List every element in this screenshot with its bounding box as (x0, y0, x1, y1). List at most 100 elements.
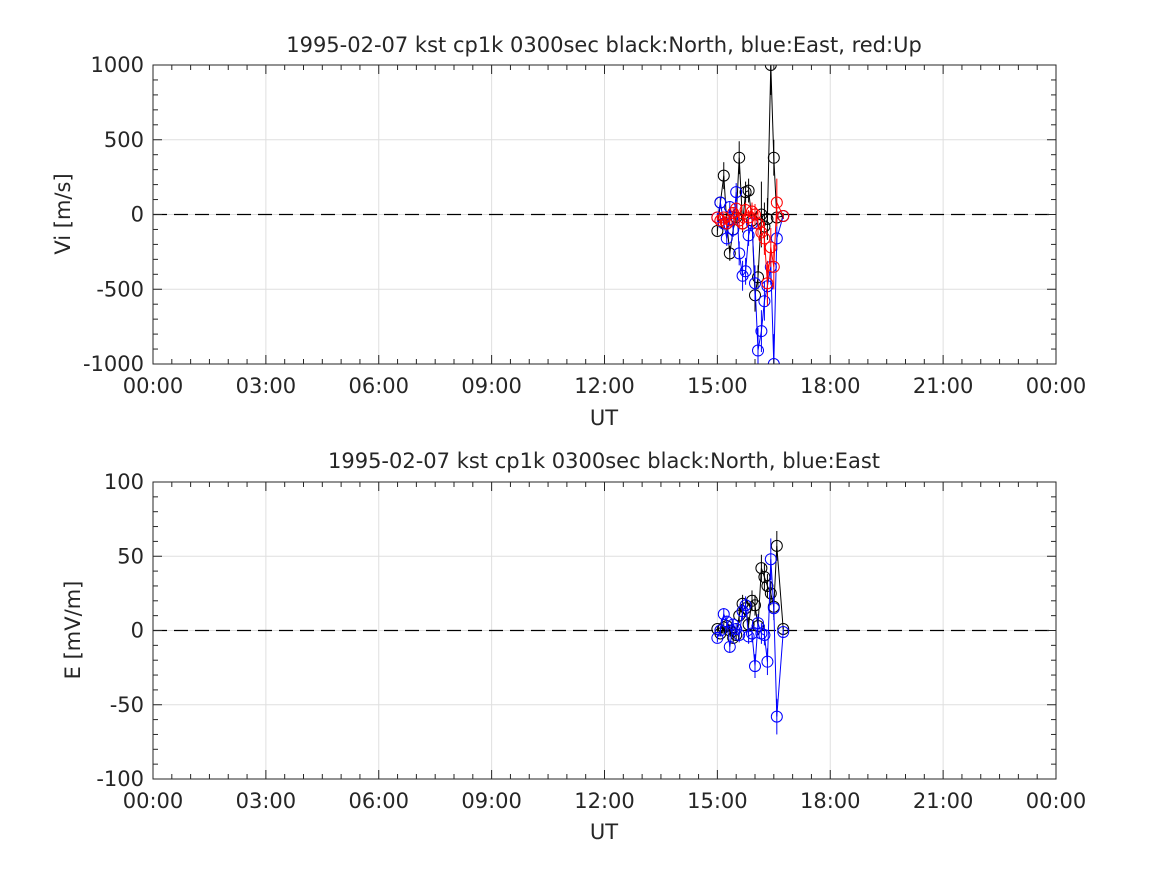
data-point (749, 660, 761, 673)
y-tick-label: -50 (110, 693, 144, 717)
data-point (711, 211, 724, 224)
x-tick-label: 03:00 (236, 374, 297, 398)
data-point (723, 201, 736, 214)
series-east (711, 538, 790, 735)
data-point (764, 241, 777, 254)
electric-field-axes-box (152, 481, 1057, 780)
data-point (752, 271, 765, 284)
data-point (723, 247, 736, 260)
data-point (767, 151, 780, 164)
data-point (739, 265, 752, 278)
data-point (749, 277, 761, 290)
data-point (777, 625, 790, 638)
velocity-axes-box (152, 64, 1057, 365)
data-point (752, 344, 765, 357)
data-point (723, 214, 736, 227)
data-point (730, 186, 743, 199)
x-tick-label: 12:00 (574, 374, 635, 398)
x-tick-label: 00:00 (1026, 789, 1087, 813)
velocity-y-axis-label: Vi [m/s] (51, 173, 75, 254)
x-tick-label: 00:00 (123, 374, 184, 398)
data-point (733, 628, 746, 641)
data-point (720, 217, 733, 230)
data-point (761, 277, 774, 290)
data-point (745, 205, 758, 218)
data-point (723, 640, 736, 653)
x-tick-label: 03:00 (236, 789, 297, 813)
y-tick-label: 0 (131, 619, 144, 643)
velocity-panel: 00:00 03:00 06:00 09:00 12:00 15:00 18:00 21:00… (51, 33, 1086, 430)
data-point (764, 65, 777, 71)
y-tick-label: 50 (117, 544, 144, 568)
data-point (742, 630, 755, 643)
data-point (758, 628, 771, 641)
velocity-chart-title: 1995-02-07 kst cp1k 0300sec black:North,… (286, 33, 922, 57)
data-point (742, 229, 755, 242)
data-point (730, 202, 743, 215)
x-tick-label: 18:00 (800, 789, 861, 813)
velocity-series-group (711, 65, 790, 364)
data-point (755, 562, 768, 575)
data-point (742, 211, 755, 224)
x-tick-label: 21:00 (913, 789, 974, 813)
data-point (714, 214, 727, 227)
data-point (758, 232, 771, 245)
electric-field-series-group (711, 531, 790, 735)
data-point (720, 232, 733, 245)
data-point (770, 539, 783, 552)
data-point (730, 623, 743, 636)
data-point (733, 247, 746, 260)
data-point (714, 624, 727, 637)
data-point (736, 217, 749, 230)
velocity-ticks: 00:00 03:00 06:00 09:00 12:00 15:00 18:00 21:00… (83, 53, 1086, 398)
electric-field-panel: 00:00 03:00 06:00 09:00 12:00 15:00 18:00 21:00… (61, 449, 1086, 844)
data-point (764, 553, 777, 566)
data-point (736, 605, 749, 618)
data-point (777, 209, 790, 222)
y-tick-label: -500 (96, 277, 144, 301)
data-point (745, 627, 758, 640)
data-point (717, 169, 730, 182)
x-tick-label: 09:00 (461, 374, 522, 398)
data-point (733, 151, 746, 164)
velocity-x-axis-label: UT (590, 406, 618, 430)
electric-field-x-axis-label: UT (590, 820, 618, 844)
data-point (770, 232, 783, 245)
data-point (727, 631, 740, 644)
x-tick-label: 21:00 (913, 374, 974, 398)
x-tick-label: 00:00 (1026, 374, 1087, 398)
x-tick-label: 18:00 (800, 374, 861, 398)
data-point (742, 184, 755, 197)
y-tick-label: 1000 (91, 53, 144, 77)
data-point (739, 599, 752, 612)
data-point (761, 655, 774, 668)
data-point (755, 325, 768, 338)
series-up (711, 178, 790, 306)
data-point (767, 602, 780, 615)
data-point (755, 226, 768, 239)
data-point (711, 631, 724, 644)
data-point (770, 710, 783, 723)
data-point (752, 217, 765, 230)
y-tick-label: 100 (104, 470, 144, 494)
data-point (720, 615, 733, 628)
electric-field-chart-title: 1995-02-07 kst cp1k 0300sec black:North,… (328, 449, 880, 473)
data-point (749, 599, 761, 612)
electric-field-y-axis-label: E [mV/m] (61, 581, 85, 680)
data-point (717, 608, 730, 621)
data-point (767, 358, 780, 364)
electric-field-ticks: 00:00 03:00 06:00 09:00 12:00 15:00 18:00 21:00… (96, 470, 1086, 813)
data-point (758, 295, 771, 308)
x-tick-label: 15:00 (687, 374, 748, 398)
data-point (733, 609, 746, 622)
y-tick-label: -1000 (83, 352, 144, 376)
data-point (733, 214, 746, 227)
data-point (770, 196, 783, 209)
x-tick-label: 06:00 (348, 789, 409, 813)
y-tick-label: 0 (131, 203, 144, 227)
data-point (727, 223, 740, 236)
x-tick-label: 06:00 (348, 374, 409, 398)
x-tick-label: 00:00 (123, 789, 184, 813)
y-tick-label: -100 (96, 767, 144, 791)
